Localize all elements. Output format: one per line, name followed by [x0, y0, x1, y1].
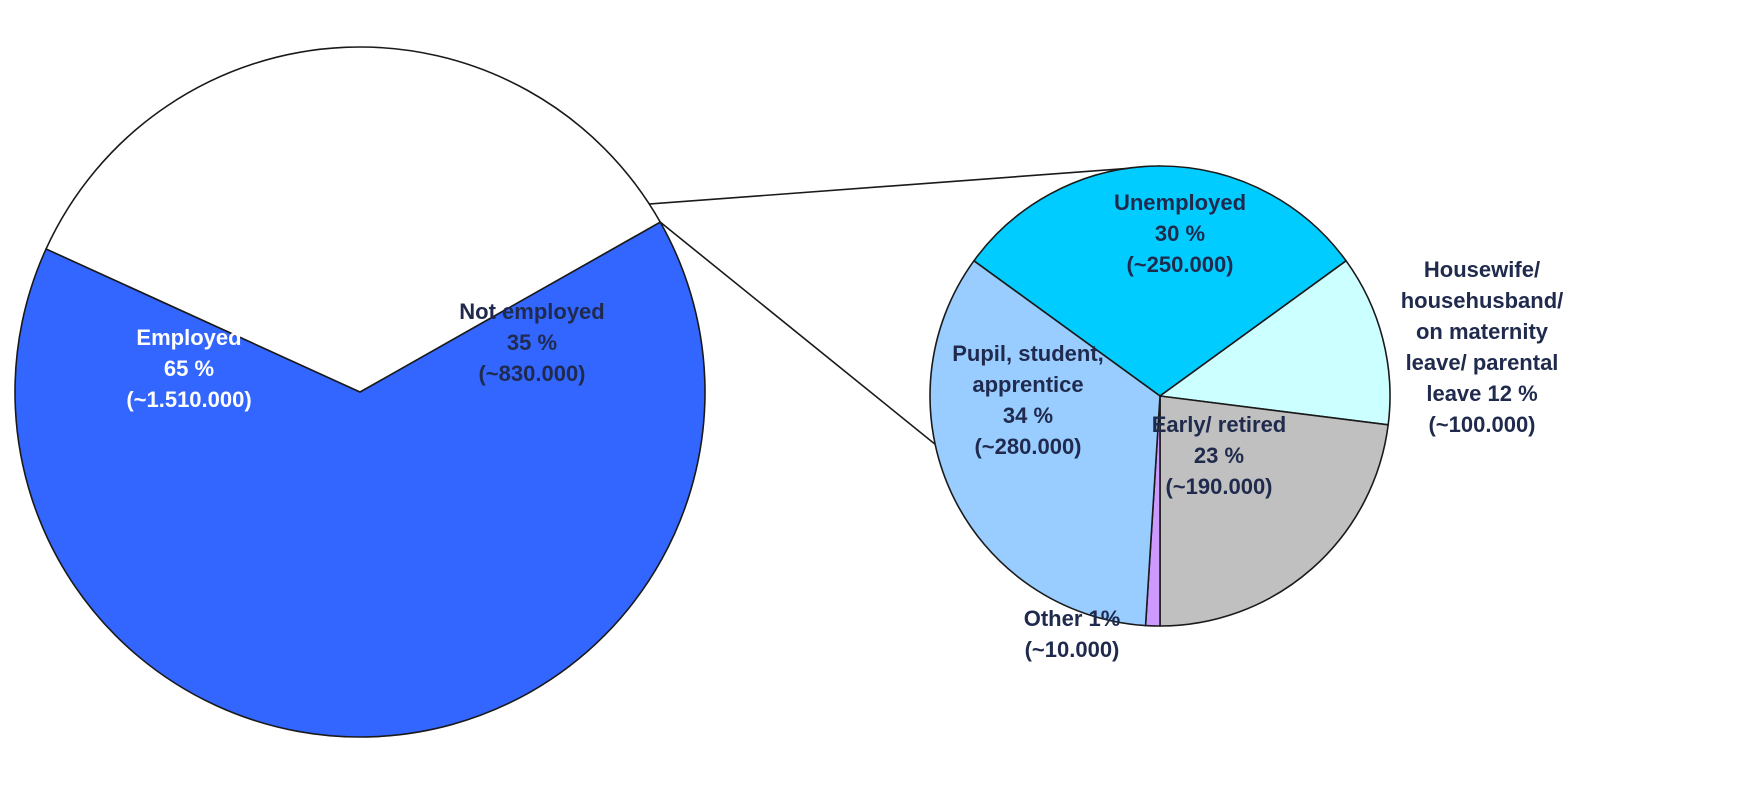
breakdown-slice-unemployed	[972, 165, 1348, 397]
main-slice-not	[45, 46, 662, 393]
label-employed: Employed 65 % (~1.510.000)	[126, 325, 251, 412]
breakdown-slice-housewife	[1157, 259, 1391, 426]
label-unemployed: Unemployed 30 % (~250.000)	[1114, 190, 1246, 277]
label-other: Other 1% (~10.000)	[1024, 606, 1121, 662]
main-pie	[14, 46, 706, 738]
breakdown-slice-pupil	[929, 259, 1161, 627]
label-early-retired: Early/ retired 23 % (~190.000)	[1152, 412, 1287, 499]
label-pupil-student-apprentice: Pupil, student, apprentice 34 % (~280.000)	[952, 341, 1104, 459]
main-slice-employed	[14, 221, 706, 738]
breakdown-slice-early	[1159, 395, 1390, 627]
slice-labels: Employed 65 % (~1.510.000) Not employed 35 %…	[126, 190, 1563, 662]
breakdown-pie	[929, 165, 1391, 627]
label-not-employed: Not employed 35 % (~830.000)	[459, 299, 604, 386]
label-housewife-househusband: Housewife/househusband/on maternity leave…	[1401, 257, 1564, 437]
